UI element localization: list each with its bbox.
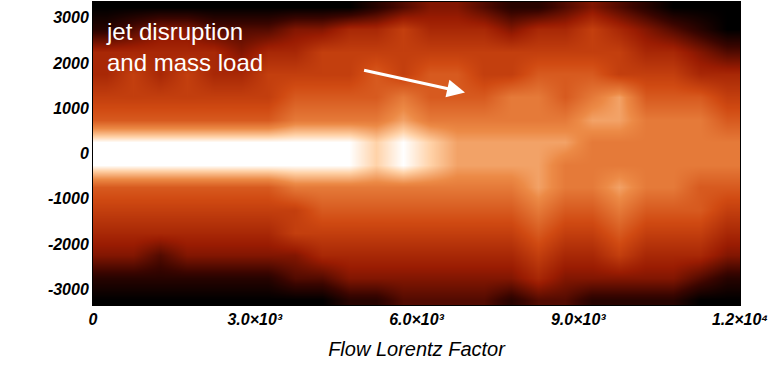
- svg-text:3000: 3000: [53, 9, 89, 26]
- svg-text:1000: 1000: [53, 100, 89, 117]
- svg-text:3.0×10³: 3.0×10³: [227, 311, 282, 328]
- svg-text:1.2×10⁴: 1.2×10⁴: [712, 311, 768, 328]
- svg-text:0: 0: [80, 145, 89, 162]
- svg-text:-1000: -1000: [48, 190, 89, 207]
- svg-text:-3000: -3000: [48, 281, 89, 298]
- svg-text:2000: 2000: [52, 55, 89, 72]
- svg-text:jet disruptionand mass load: jet disruptionand mass load: [106, 18, 263, 76]
- svg-text:Flow Lorentz Factor: Flow Lorentz Factor: [328, 338, 506, 360]
- svg-text:0: 0: [89, 311, 98, 328]
- svg-text:9.0×10³: 9.0×10³: [551, 311, 606, 328]
- svg-text:-2000: -2000: [48, 236, 89, 253]
- svg-text:6.0×10³: 6.0×10³: [389, 311, 444, 328]
